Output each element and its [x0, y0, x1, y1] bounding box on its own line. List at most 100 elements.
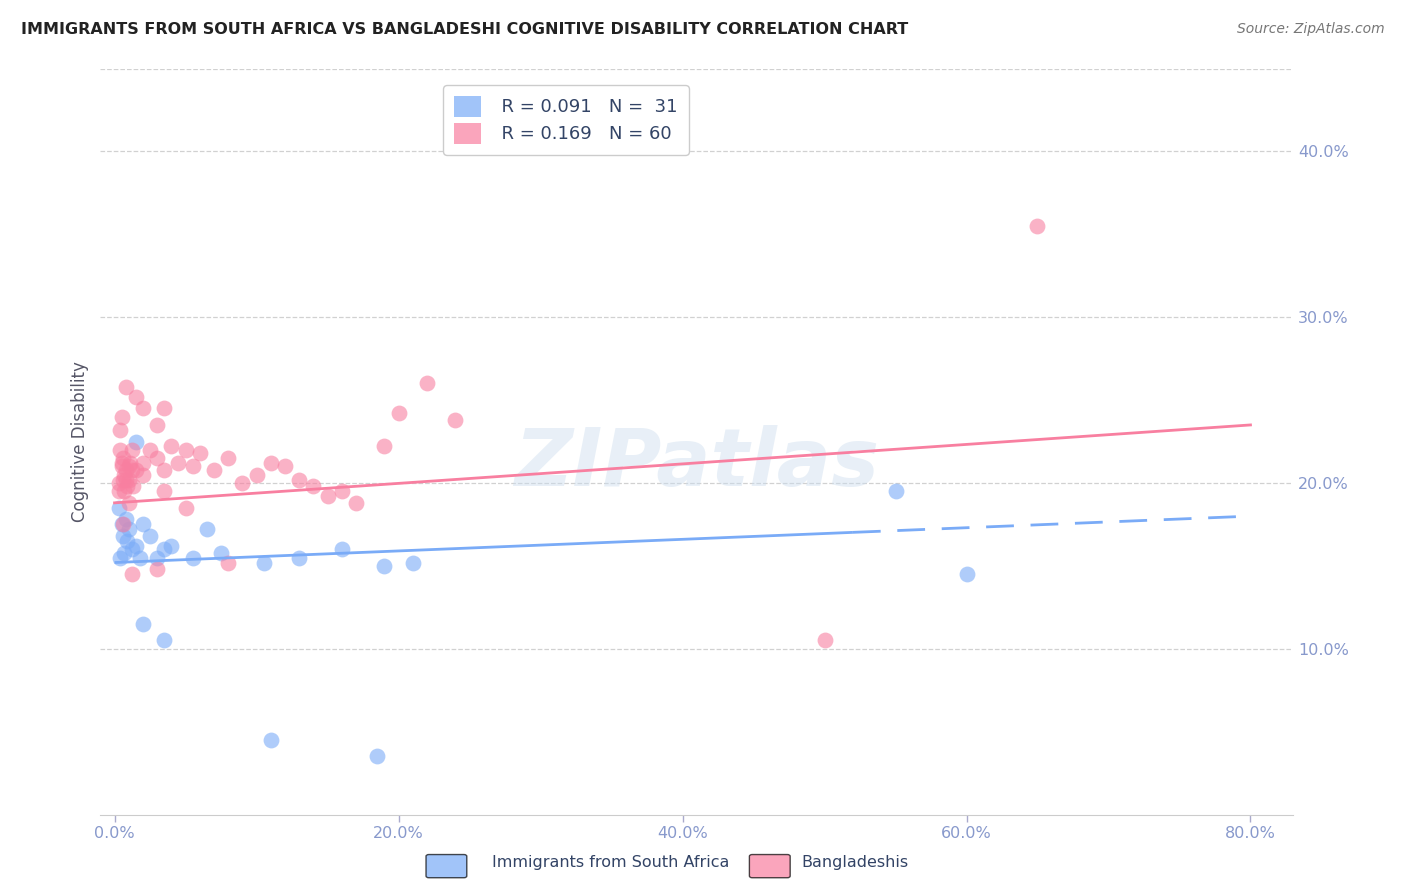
- Point: [117, 479, 139, 493]
- Point: [121, 463, 143, 477]
- Point: [188, 446, 211, 460]
- Point: [139, 529, 162, 543]
- Point: [110, 550, 132, 565]
- Point: [167, 456, 190, 470]
- Point: [115, 463, 138, 477]
- Point: [416, 376, 439, 391]
- Point: [114, 467, 136, 482]
- Point: [114, 484, 136, 499]
- Point: [231, 475, 253, 490]
- Point: [146, 417, 169, 432]
- Point: [146, 451, 169, 466]
- Point: [111, 409, 134, 424]
- FancyBboxPatch shape: [749, 855, 790, 878]
- Point: [330, 542, 353, 557]
- Point: [110, 423, 132, 437]
- Point: [120, 456, 142, 470]
- Point: [884, 484, 907, 499]
- Text: IMMIGRANTS FROM SOUTH AFRICA VS BANGLADESHI COGNITIVE DISABILITY CORRELATION CHA: IMMIGRANTS FROM SOUTH AFRICA VS BANGLADE…: [21, 22, 908, 37]
- Point: [118, 473, 141, 487]
- Point: [288, 473, 311, 487]
- Point: [118, 459, 141, 474]
- Point: [125, 390, 148, 404]
- Point: [181, 550, 204, 565]
- Point: [344, 496, 367, 510]
- Point: [112, 529, 135, 543]
- Point: [274, 459, 297, 474]
- Point: [114, 545, 136, 559]
- Point: [115, 473, 138, 487]
- Point: [174, 442, 197, 457]
- Point: [110, 442, 132, 457]
- Text: Immigrants from South Africa: Immigrants from South Africa: [492, 855, 730, 870]
- Point: [260, 456, 283, 470]
- Y-axis label: Cognitive Disability: Cognitive Disability: [72, 361, 89, 522]
- Point: [160, 539, 183, 553]
- Point: [121, 567, 143, 582]
- Point: [330, 484, 353, 499]
- Point: [132, 456, 155, 470]
- Point: [115, 380, 138, 394]
- Text: Source: ZipAtlas.com: Source: ZipAtlas.com: [1237, 22, 1385, 37]
- Point: [253, 556, 276, 570]
- Point: [153, 463, 176, 477]
- FancyBboxPatch shape: [426, 855, 467, 878]
- Point: [111, 517, 134, 532]
- Point: [118, 522, 141, 536]
- Point: [217, 556, 239, 570]
- Point: [813, 633, 835, 648]
- Point: [121, 442, 143, 457]
- Point: [112, 451, 135, 466]
- Legend:   R = 0.091   N =  31,   R = 0.169   N = 60: R = 0.091 N = 31, R = 0.169 N = 60: [443, 85, 689, 154]
- Point: [132, 616, 155, 631]
- Point: [146, 562, 169, 576]
- Point: [139, 442, 162, 457]
- Point: [153, 401, 176, 416]
- Point: [146, 550, 169, 565]
- Point: [195, 522, 218, 536]
- Text: Bangladeshis: Bangladeshis: [801, 855, 908, 870]
- Point: [153, 484, 176, 499]
- Point: [108, 475, 131, 490]
- Point: [121, 542, 143, 557]
- Point: [373, 440, 395, 454]
- Point: [160, 440, 183, 454]
- Point: [373, 558, 395, 573]
- Text: ZIPatlas: ZIPatlas: [515, 425, 879, 503]
- Point: [302, 479, 325, 493]
- Point: [112, 517, 135, 532]
- Point: [288, 550, 311, 565]
- Point: [132, 467, 155, 482]
- Point: [118, 496, 141, 510]
- Point: [132, 517, 155, 532]
- Point: [112, 473, 135, 487]
- Point: [1026, 219, 1049, 233]
- Point: [108, 500, 131, 515]
- Point: [153, 633, 176, 648]
- Point: [117, 533, 139, 548]
- Point: [402, 556, 425, 570]
- Point: [125, 539, 148, 553]
- Point: [260, 733, 283, 747]
- Point: [245, 467, 267, 482]
- Point: [132, 401, 155, 416]
- Point: [174, 500, 197, 515]
- Point: [181, 459, 204, 474]
- Point: [955, 567, 977, 582]
- Point: [153, 542, 176, 557]
- Point: [217, 451, 239, 466]
- Point: [111, 459, 134, 474]
- Point: [444, 413, 467, 427]
- Point: [316, 489, 339, 503]
- Point: [129, 550, 152, 565]
- Point: [202, 463, 225, 477]
- Point: [108, 484, 131, 499]
- Point: [387, 406, 409, 420]
- Point: [111, 456, 134, 470]
- Point: [125, 463, 148, 477]
- Point: [115, 512, 138, 526]
- Point: [125, 434, 148, 449]
- Point: [209, 545, 232, 559]
- Point: [122, 479, 145, 493]
- Point: [366, 749, 388, 764]
